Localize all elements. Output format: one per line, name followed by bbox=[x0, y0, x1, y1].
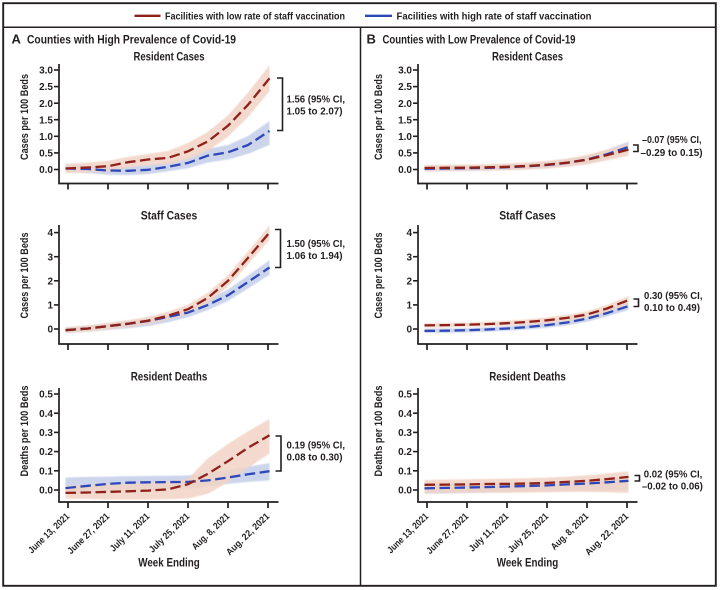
svg-text:1.5: 1.5 bbox=[39, 115, 53, 126]
svg-text:0.0: 0.0 bbox=[39, 486, 53, 497]
svg-text:Counties with Low Prevalence o: Counties with Low Prevalence of Covid-19 bbox=[383, 33, 576, 47]
svg-text:1.0: 1.0 bbox=[39, 132, 53, 143]
svg-text:Cases per 100 Beds: Cases per 100 Beds bbox=[19, 74, 31, 160]
svg-text:2.5: 2.5 bbox=[39, 82, 53, 93]
svg-text:0.3: 0.3 bbox=[39, 428, 53, 439]
svg-text:1: 1 bbox=[47, 301, 53, 312]
svg-text:0.1: 0.1 bbox=[39, 466, 53, 477]
svg-text:Resident Deaths: Resident Deaths bbox=[131, 370, 208, 384]
svg-text:Facilities with low rate of st: Facilities with low rate of staff vaccin… bbox=[165, 11, 345, 22]
svg-text:2.0: 2.0 bbox=[398, 99, 412, 110]
svg-text:0.3: 0.3 bbox=[398, 428, 412, 439]
svg-text:Resident Deaths: Resident Deaths bbox=[489, 370, 566, 384]
svg-text:–0.07 (95% CI,: –0.07 (95% CI, bbox=[642, 134, 702, 146]
svg-text:3.0: 3.0 bbox=[398, 66, 412, 77]
svg-text:Week Ending: Week Ending bbox=[497, 558, 559, 570]
svg-text:0.5: 0.5 bbox=[39, 149, 53, 160]
svg-text:2: 2 bbox=[406, 276, 412, 287]
svg-text:0: 0 bbox=[47, 325, 53, 336]
svg-text:Resident Cases: Resident Cases bbox=[492, 50, 563, 64]
svg-text:0.5: 0.5 bbox=[398, 390, 412, 401]
svg-text:1: 1 bbox=[406, 301, 412, 312]
svg-text:0.0: 0.0 bbox=[398, 165, 412, 176]
svg-text:1.5: 1.5 bbox=[398, 115, 412, 126]
svg-text:Facilities with high rate of s: Facilities with high rate of staff vacci… bbox=[397, 11, 592, 22]
svg-text:Cases per 100 Beds: Cases per 100 Beds bbox=[373, 74, 385, 160]
svg-text:0.02 (95% CI,: 0.02 (95% CI, bbox=[644, 469, 703, 481]
svg-text:0.1: 0.1 bbox=[398, 466, 412, 477]
svg-text:Staff Cases: Staff Cases bbox=[141, 209, 198, 223]
svg-text:Cases per 100 Beds: Cases per 100 Beds bbox=[373, 233, 385, 319]
svg-text:0.19 (95% CI,: 0.19 (95% CI, bbox=[287, 440, 346, 452]
svg-text:0.5: 0.5 bbox=[39, 390, 53, 401]
svg-text:0.08 to 0.30): 0.08 to 0.30) bbox=[287, 452, 343, 464]
svg-text:2.0: 2.0 bbox=[39, 99, 53, 110]
svg-text:Resident Cases: Resident Cases bbox=[134, 50, 205, 64]
svg-text:1.06 to 1.94): 1.06 to 1.94) bbox=[287, 250, 343, 262]
svg-text:B: B bbox=[367, 32, 376, 47]
svg-text:Week Ending: Week Ending bbox=[138, 558, 200, 570]
svg-text:Deaths per 100 Beds: Deaths per 100 Beds bbox=[19, 386, 31, 477]
svg-text:A: A bbox=[12, 32, 22, 47]
svg-text:0.4: 0.4 bbox=[398, 409, 412, 420]
svg-text:0.30 (95% CI,: 0.30 (95% CI, bbox=[644, 290, 703, 302]
svg-text:1.0: 1.0 bbox=[398, 132, 412, 143]
svg-text:–0.29 to 0.15): –0.29 to 0.15) bbox=[641, 147, 703, 159]
svg-text:3: 3 bbox=[406, 252, 412, 263]
svg-text:–0.02 to 0.06): –0.02 to 0.06) bbox=[642, 480, 703, 492]
svg-text:0.5: 0.5 bbox=[398, 149, 412, 160]
svg-text:1.05 to 2.07): 1.05 to 2.07) bbox=[287, 106, 343, 118]
svg-text:Counties with High Prevalence: Counties with High Prevalence of Covid-1… bbox=[27, 33, 236, 47]
svg-text:0.2: 0.2 bbox=[39, 447, 53, 458]
svg-text:0.10 to 0.49): 0.10 to 0.49) bbox=[644, 302, 700, 314]
svg-text:3.0: 3.0 bbox=[39, 66, 53, 77]
svg-text:1.56 (95% CI,: 1.56 (95% CI, bbox=[287, 94, 346, 106]
svg-text:1.50 (95% CI,: 1.50 (95% CI, bbox=[287, 238, 346, 250]
svg-text:Staff Cases: Staff Cases bbox=[499, 209, 556, 223]
svg-text:0: 0 bbox=[406, 325, 412, 336]
svg-text:4: 4 bbox=[406, 228, 412, 239]
svg-text:0.2: 0.2 bbox=[398, 447, 412, 458]
svg-text:2.5: 2.5 bbox=[398, 82, 412, 93]
svg-text:3: 3 bbox=[47, 252, 53, 263]
svg-text:0.0: 0.0 bbox=[39, 165, 53, 176]
svg-text:0.4: 0.4 bbox=[39, 409, 53, 420]
svg-text:Cases per 100 Beds: Cases per 100 Beds bbox=[19, 233, 31, 319]
svg-text:Deaths per 100 Beds: Deaths per 100 Beds bbox=[373, 386, 385, 477]
svg-text:0.0: 0.0 bbox=[398, 486, 412, 497]
svg-text:4: 4 bbox=[47, 228, 53, 239]
svg-text:2: 2 bbox=[47, 276, 53, 287]
